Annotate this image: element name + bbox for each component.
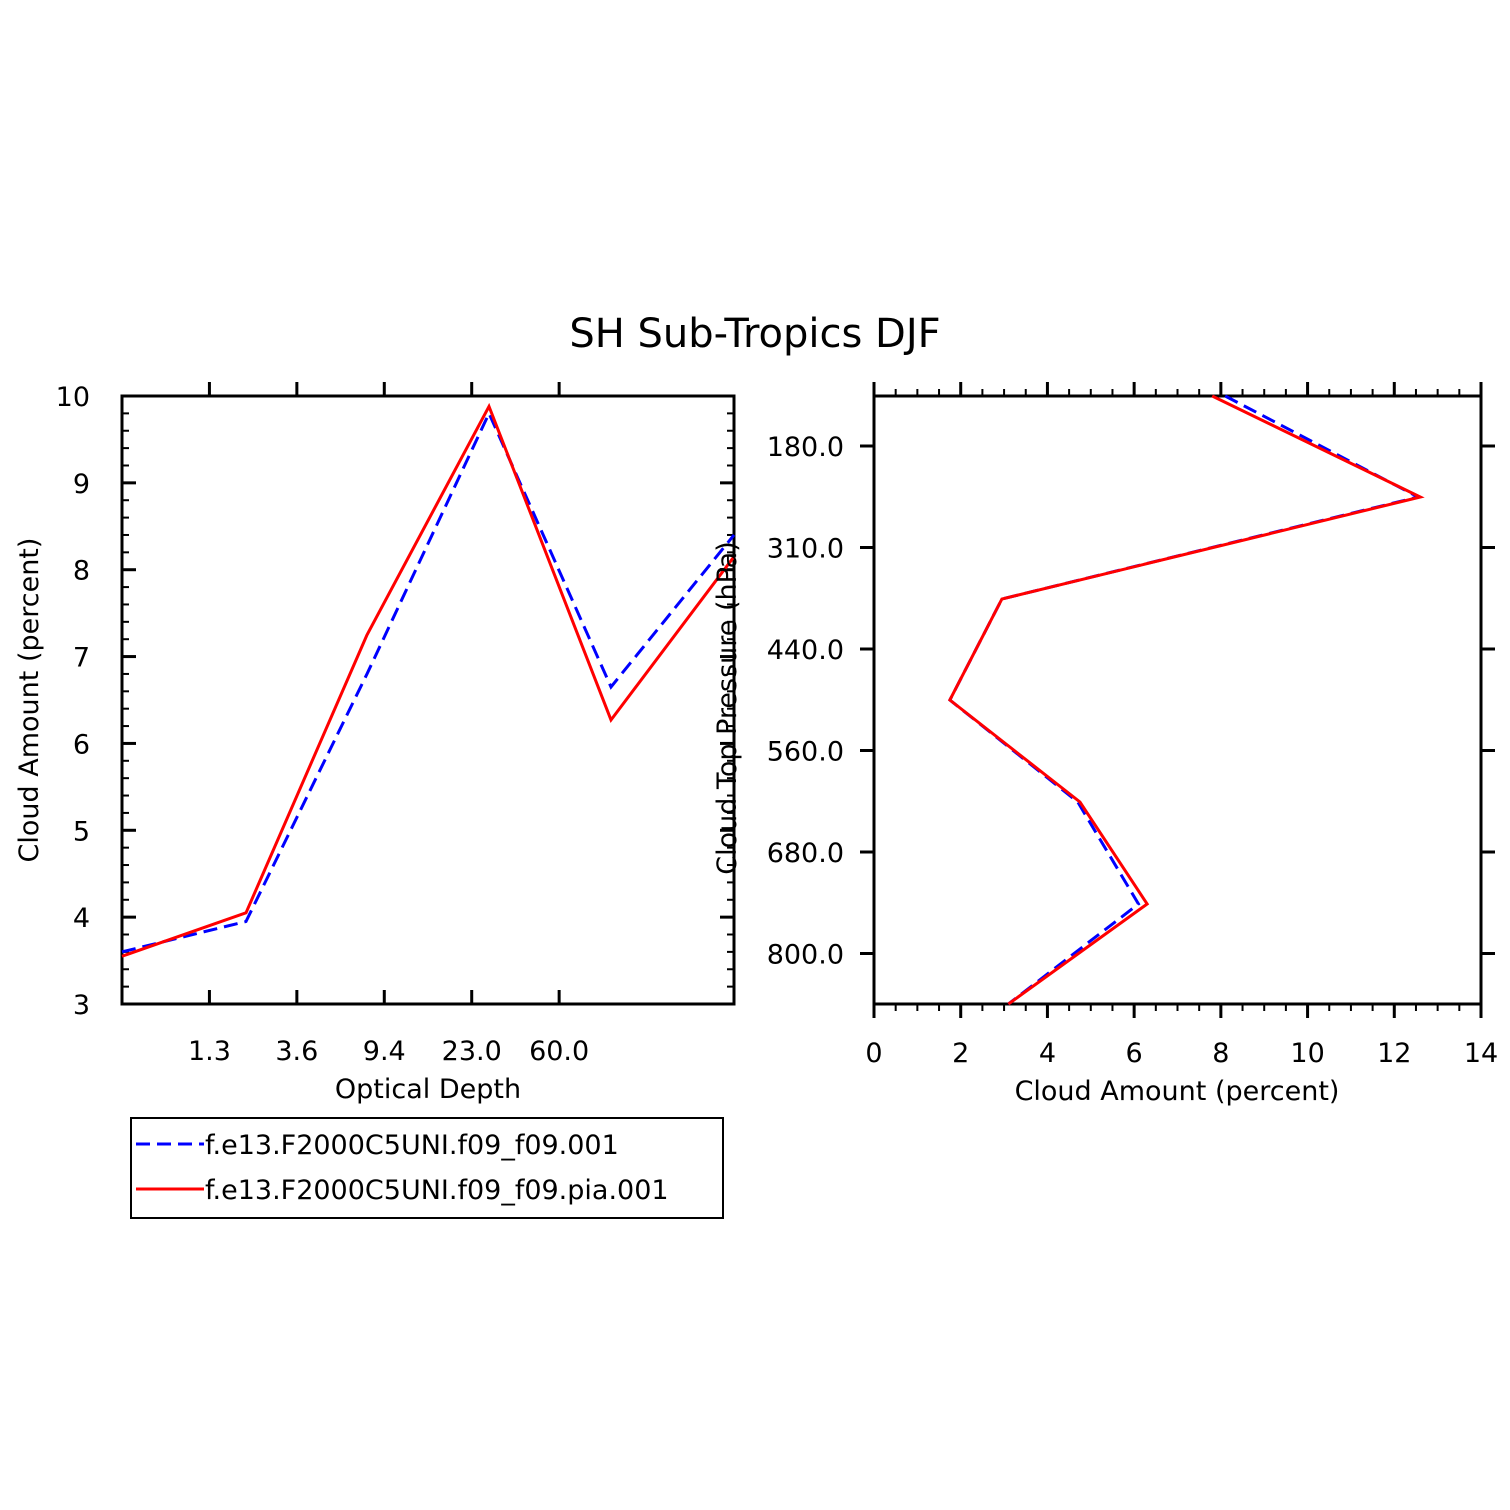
right-y-tick-label: 440.0 [767,635,844,666]
left-y-tick-label: 3 [73,990,90,1021]
left-x-tick-label: 1.3 [188,1036,231,1067]
left-y-tick-label: 8 [73,556,90,587]
left-y-tick-label: 9 [73,469,90,500]
left-x-tick-label: 3.6 [275,1036,318,1067]
left-x-tick-label: 9.4 [363,1036,406,1067]
right-panel: 0 2 4 6 8 10 12 14 180.0 310.0 440.0 560.0 680.0 800.… [712,382,1498,1107]
right-y-tick-label: 800.0 [767,940,844,971]
left-series-line-dashed-blue [121,409,736,954]
left-y-tick-label: 4 [73,903,90,934]
right-y-tick-label: 180.0 [767,432,844,463]
legend-label-series-1: f.e13.F2000C5UNI.f09_f09.001 [205,1130,619,1161]
right-x-axis-label: Cloud Amount (percent) [1015,1076,1340,1107]
left-panel: 3 4 5 6 7 8 9 10 1.3 3.6 9.4 23.0 60.0 Optical Depth… [14,382,736,1105]
figure-title: SH Sub-Tropics DJF [569,311,940,357]
right-x-tick-label: 12 [1377,1038,1411,1069]
right-x-tick-label: 6 [1126,1038,1143,1069]
right-series-line-solid-red [947,394,1425,1006]
right-x-tick-label: 14 [1464,1038,1498,1069]
right-plot-frame [872,394,1483,1006]
left-series [121,402,736,958]
right-y-tick-label: 680.0 [767,838,844,869]
left-x-axis-label: Optical Depth [335,1074,521,1105]
left-y-tick-label: 7 [73,643,90,674]
left-y-tick-label: 6 [73,729,90,760]
left-y-axis-label: Cloud Amount (percent) [14,538,45,863]
left-ticks: 3 4 5 6 7 8 9 10 1.3 3.6 9.4 23.0 60.0 [56,382,734,1067]
left-x-tick-label: 60.0 [529,1036,589,1067]
right-y-axis-label: Cloud Top Pressure (hPa) [712,541,743,875]
right-x-tick-label: 10 [1290,1038,1324,1069]
left-x-tick-label: 23.0 [442,1036,502,1067]
right-y-tick-label: 310.0 [767,534,844,565]
right-x-tick-label: 4 [1039,1038,1056,1069]
legend-label-series-2: f.e13.F2000C5UNI.f09_f09.pia.001 [205,1175,669,1206]
left-y-tick-label: 5 [73,816,90,847]
left-y-tick-label: 10 [56,382,90,413]
legend-box [130,1117,724,1219]
left-plot-frame [120,394,736,1006]
left-series-line-solid-red [121,402,736,958]
right-ticks: 0 2 4 6 8 10 12 14 180.0 310.0 440.0 560.0 680.0 800.… [767,382,1498,1069]
right-series [947,394,1425,1006]
right-x-tick-label: 0 [865,1038,882,1069]
right-series-line-dashed-blue [947,394,1423,1006]
right-x-tick-label: 2 [952,1038,969,1069]
right-x-tick-label: 8 [1212,1038,1229,1069]
legend: f.e13.F2000C5UNI.f09_f09.001 f.e13.F2000… [130,1117,724,1219]
right-y-tick-label: 560.0 [767,737,844,768]
